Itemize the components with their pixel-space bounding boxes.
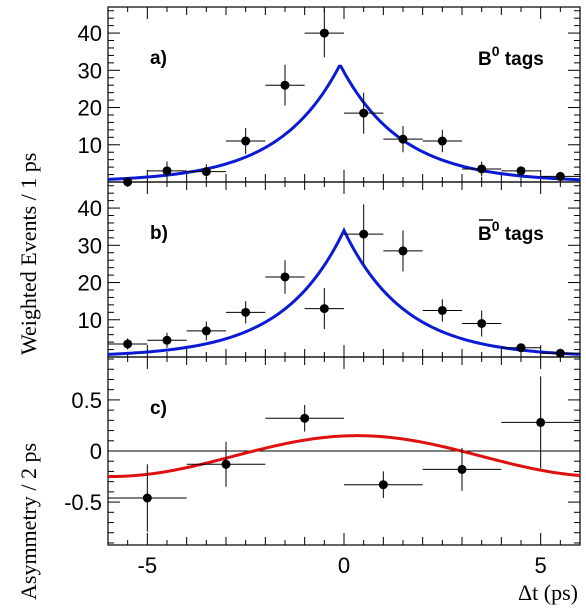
tag-label: B0 tags	[478, 43, 544, 70]
fit-curve	[107, 434, 581, 479]
data-point	[462, 310, 502, 337]
data-point	[344, 204, 384, 264]
data-point	[108, 338, 148, 350]
point-marker	[457, 464, 467, 474]
point-marker	[359, 229, 369, 239]
data-point	[108, 464, 187, 532]
y-tick-label: 30	[78, 58, 102, 83]
point-marker	[516, 166, 526, 176]
data-point	[265, 405, 344, 432]
fit-curve	[107, 64, 581, 182]
data-point	[186, 441, 266, 487]
point-marker	[201, 167, 211, 177]
point-marker	[280, 80, 290, 90]
data-point	[422, 447, 502, 491]
x-axis-label: Δt (ps)	[518, 580, 578, 605]
y-tick-label: -0.5	[64, 490, 102, 515]
point-marker	[123, 339, 133, 349]
y-tick-label: 40	[78, 21, 102, 46]
point-marker	[241, 136, 251, 146]
data-point	[501, 343, 541, 353]
data-point	[226, 128, 266, 155]
point-marker	[221, 459, 231, 469]
point-marker	[477, 164, 487, 174]
data-point	[265, 260, 305, 294]
point-marker	[477, 318, 487, 328]
point-marker	[300, 413, 310, 423]
point-marker	[378, 480, 388, 490]
y-axis-label-events: Weighted Events / 1 ps	[16, 153, 41, 355]
data-point	[540, 348, 580, 358]
data-point	[422, 299, 462, 322]
data-point	[304, 8, 344, 58]
data-point	[108, 177, 148, 187]
data-point	[501, 166, 541, 176]
data-point	[186, 164, 226, 180]
data-point	[304, 288, 344, 330]
point-marker	[123, 177, 133, 187]
y-tick-label: 0.5	[71, 388, 102, 413]
data-point	[344, 471, 423, 498]
fit-curves	[107, 64, 581, 479]
data-point	[147, 161, 187, 181]
point-marker	[319, 28, 329, 38]
point-marker	[319, 304, 329, 314]
point-marker	[437, 136, 447, 146]
point-marker	[241, 307, 251, 317]
x-tick-label: 0	[338, 553, 350, 578]
data-point	[540, 171, 580, 181]
y-tick-label: 10	[78, 133, 102, 158]
point-marker	[516, 343, 526, 353]
y-tick-label: 20	[78, 271, 102, 296]
text-labels: 10 20 30 40 a) B0 tags 10 20 30 40 b) B0 tags -0.5 0 0…	[64, 21, 547, 578]
data-point	[147, 332, 187, 348]
x-tick-label: -5	[138, 553, 158, 578]
point-marker	[162, 335, 172, 345]
panel-label: a)	[150, 48, 167, 69]
panel-frame	[107, 181, 581, 358]
point-marker	[555, 171, 565, 181]
point-marker	[201, 326, 211, 336]
data-point	[186, 321, 226, 341]
y-tick-label: 10	[78, 308, 102, 333]
data-point	[501, 376, 580, 469]
point-marker	[536, 417, 546, 427]
data-point	[265, 64, 305, 106]
y-tick-label: 30	[78, 233, 102, 258]
tag-label: B0 tags	[478, 218, 544, 245]
x-tick-label: 5	[535, 553, 547, 578]
y-axis-label-asymmetry: Asymmetry / 2 ps	[16, 443, 41, 600]
point-marker	[359, 108, 369, 118]
panel-label: c)	[150, 398, 167, 419]
point-marker	[437, 305, 447, 315]
point-marker	[280, 272, 290, 282]
point-marker	[555, 348, 565, 358]
point-marker	[398, 134, 408, 144]
fit-curve	[107, 226, 581, 356]
point-marker	[142, 493, 152, 503]
point-marker	[162, 166, 172, 176]
panel-label: b)	[150, 223, 168, 244]
point-marker	[398, 246, 408, 256]
data-point	[226, 301, 266, 324]
data-point	[383, 126, 423, 153]
y-tick-label: 40	[78, 196, 102, 221]
data-points	[108, 8, 580, 532]
data-point	[422, 129, 462, 153]
y-tick-label: 0	[90, 439, 102, 464]
y-tick-label: 20	[78, 96, 102, 121]
data-point	[344, 92, 384, 134]
data-point	[462, 161, 502, 177]
data-point	[383, 230, 423, 272]
axis-ticks	[107, 7, 581, 545]
